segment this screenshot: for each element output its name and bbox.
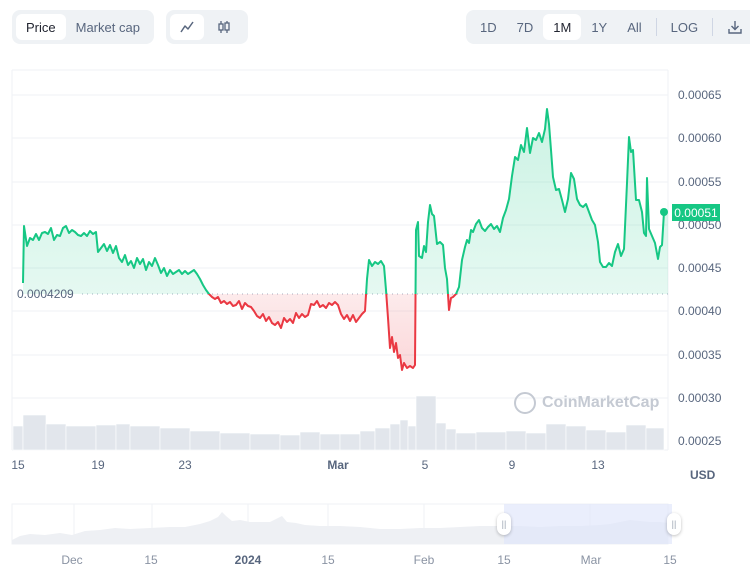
navigator-tick-label: Feb (413, 553, 435, 567)
navigator-tick-label: 15 (321, 553, 335, 567)
y-tick-label: 0.00055 (678, 175, 722, 189)
y-tick-label: 0.00065 (678, 88, 722, 102)
grid-lines (11, 69, 669, 451)
range-1d[interactable]: 1D (480, 19, 497, 35)
coinmarketcap-logo-icon (514, 392, 536, 414)
log-scale-button[interactable]: LOG (670, 19, 699, 35)
range-all[interactable]: All (627, 19, 642, 35)
x-tick-label: 19 (91, 458, 105, 472)
currency-label: USD (690, 468, 716, 482)
navigator-tick-label: Mar (580, 553, 602, 567)
candlestick-button[interactable] (204, 14, 244, 40)
navigator-tick-label: 15 (144, 553, 158, 567)
y-tick-label: 0.00040 (678, 304, 722, 318)
price-line (22, 108, 668, 371)
candlestick-icon (218, 21, 230, 33)
y-tick-label: 0.00045 (678, 261, 722, 275)
price-marketcap-toggle: Price Market cap (12, 10, 154, 44)
chart-type-toggle (166, 10, 248, 44)
time-range-selector: 1D 7D 1M 1Y All LOG (466, 10, 750, 44)
x-tick-label: 13 (591, 458, 605, 472)
x-tick-label: 15 (11, 458, 25, 472)
y-tick-label: 0.00035 (678, 348, 722, 362)
range-7d[interactable]: 7D (516, 19, 534, 35)
divider (712, 18, 714, 36)
range-1m[interactable]: 1M (543, 14, 582, 40)
navigator-tick-label: Dec (61, 553, 83, 567)
baseline-price-label: 0.0004209 (17, 287, 74, 301)
watermark-text: CoinMarketCap (542, 394, 660, 411)
y-tick-label: 0.00025 (678, 434, 722, 448)
y-tick-label: 0.00050 (678, 218, 722, 232)
navigator[interactable] (11, 503, 672, 545)
download-icon (728, 21, 742, 34)
navigator-selection[interactable] (504, 504, 672, 544)
volume-bars (12, 395, 665, 451)
tab-market-cap[interactable]: Market cap (75, 19, 140, 35)
navigator-left-handle[interactable]: || (497, 513, 511, 535)
current-price-tag: 0.00051 (672, 204, 720, 221)
x-tick-label: 23 (178, 458, 192, 472)
range-1y[interactable]: 1Y (591, 19, 608, 35)
navigator-right-handle[interactable]: || (667, 513, 681, 535)
x-tick-label: 9 (508, 458, 516, 472)
line-chart-icon (180, 21, 194, 33)
download-button[interactable] (717, 14, 750, 40)
y-tick-label: 0.00060 (678, 131, 722, 145)
line-chart-button[interactable] (170, 14, 204, 40)
current-price-dot[interactable] (660, 208, 668, 216)
divider (655, 18, 657, 36)
tab-price[interactable]: Price (16, 14, 66, 40)
coinmarketcap-watermark: CoinMarketCap (514, 392, 659, 414)
x-tick-label: Mar (327, 458, 349, 472)
y-tick-label: 0.00030 (678, 391, 722, 405)
navigator-tick-label: 15 (497, 553, 511, 567)
navigator-tick-label: 15 (663, 553, 677, 567)
x-tick-label: 5 (421, 458, 429, 472)
navigator-tick-label: 2024 (234, 553, 262, 567)
